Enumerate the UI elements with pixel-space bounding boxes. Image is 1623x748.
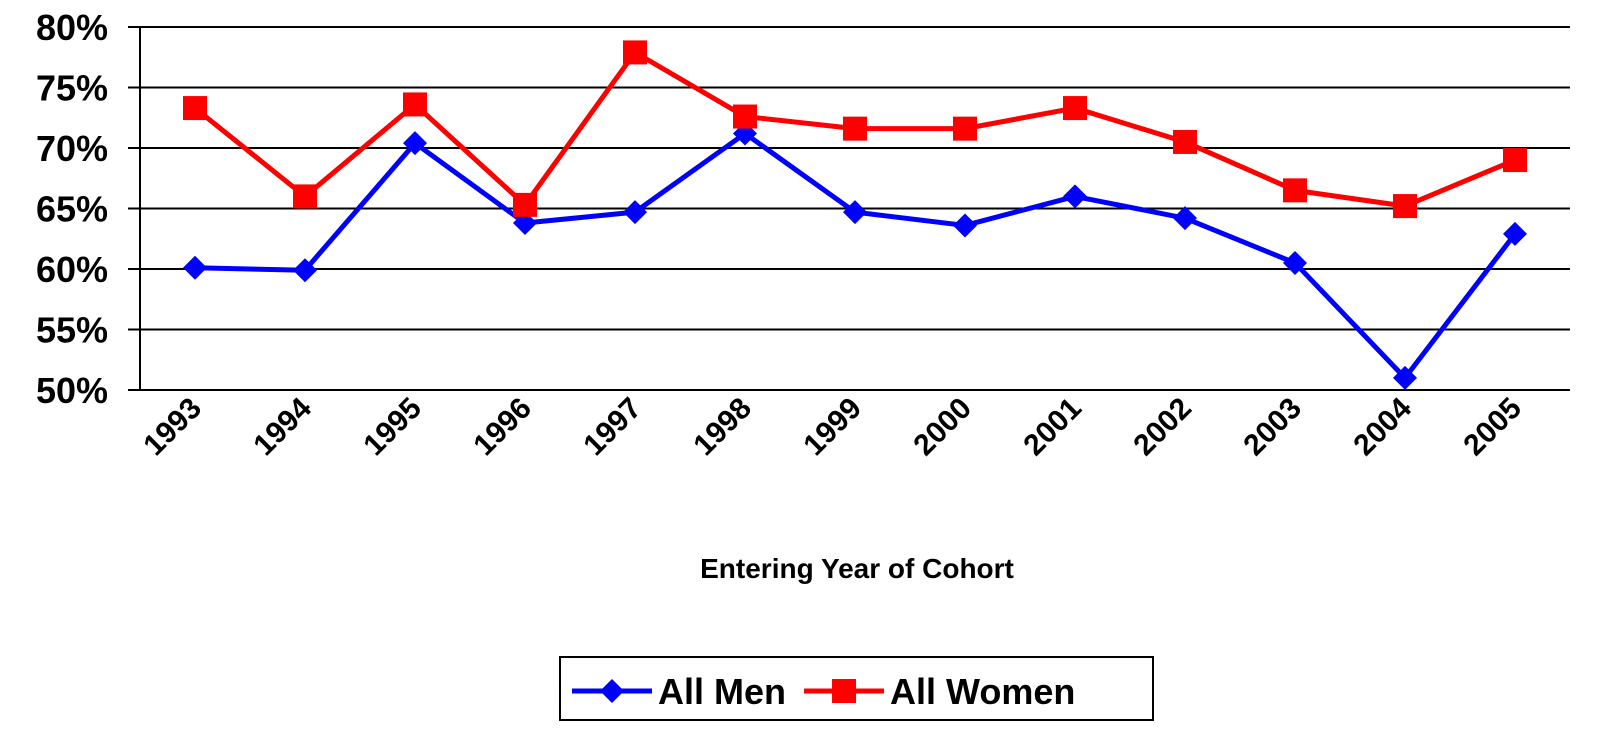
marker: [1283, 178, 1307, 202]
x-tick-label: 1996: [467, 392, 538, 463]
y-tick-label: 65%: [36, 189, 108, 230]
marker: [183, 96, 207, 120]
y-tick-label: 75%: [36, 68, 108, 109]
marker: [843, 117, 867, 141]
x-tick-label: 2001: [1017, 392, 1088, 463]
marker: [623, 40, 647, 64]
x-tick-label: 1998: [687, 392, 758, 463]
x-tick-label: 2004: [1347, 391, 1418, 462]
marker: [403, 92, 427, 116]
x-tick-label: 1993: [137, 392, 208, 463]
marker: [513, 193, 537, 217]
marker: [293, 184, 317, 208]
legend-label: All Men: [658, 671, 786, 712]
x-tick-label: 2005: [1457, 392, 1528, 463]
y-tick-label: 60%: [36, 249, 108, 290]
marker: [953, 117, 977, 141]
x-tick-label: 1995: [357, 392, 428, 463]
x-tick-label: 1999: [797, 392, 868, 463]
y-tick-label: 70%: [36, 128, 108, 169]
series-line: [195, 133, 1515, 377]
chart: Entering Year of Cohort 50% 55% 60% 65% 70% 7…: [0, 0, 1623, 748]
marker: [183, 256, 207, 280]
marker: [1503, 148, 1527, 172]
y-tick-label: 80%: [36, 7, 108, 48]
x-tick-label: 1994: [247, 391, 318, 462]
x-axis-title: Entering Year of Cohort: [700, 553, 1014, 584]
marker: [1393, 194, 1417, 218]
marker: [832, 679, 856, 703]
x-tick-label: 2002: [1127, 392, 1198, 463]
y-tick-label: 50%: [36, 370, 108, 411]
marker: [953, 213, 977, 237]
x-tick-label: 1997: [577, 392, 648, 463]
marker: [733, 105, 757, 129]
marker: [1173, 130, 1197, 154]
marker: [1063, 184, 1087, 208]
x-tick-label: 2003: [1237, 392, 1308, 463]
marker: [1063, 96, 1087, 120]
y-tick-label: 55%: [36, 310, 108, 351]
x-tick-label: 2000: [907, 392, 978, 463]
legend-label: All Women: [890, 671, 1075, 712]
marker: [1173, 206, 1197, 230]
